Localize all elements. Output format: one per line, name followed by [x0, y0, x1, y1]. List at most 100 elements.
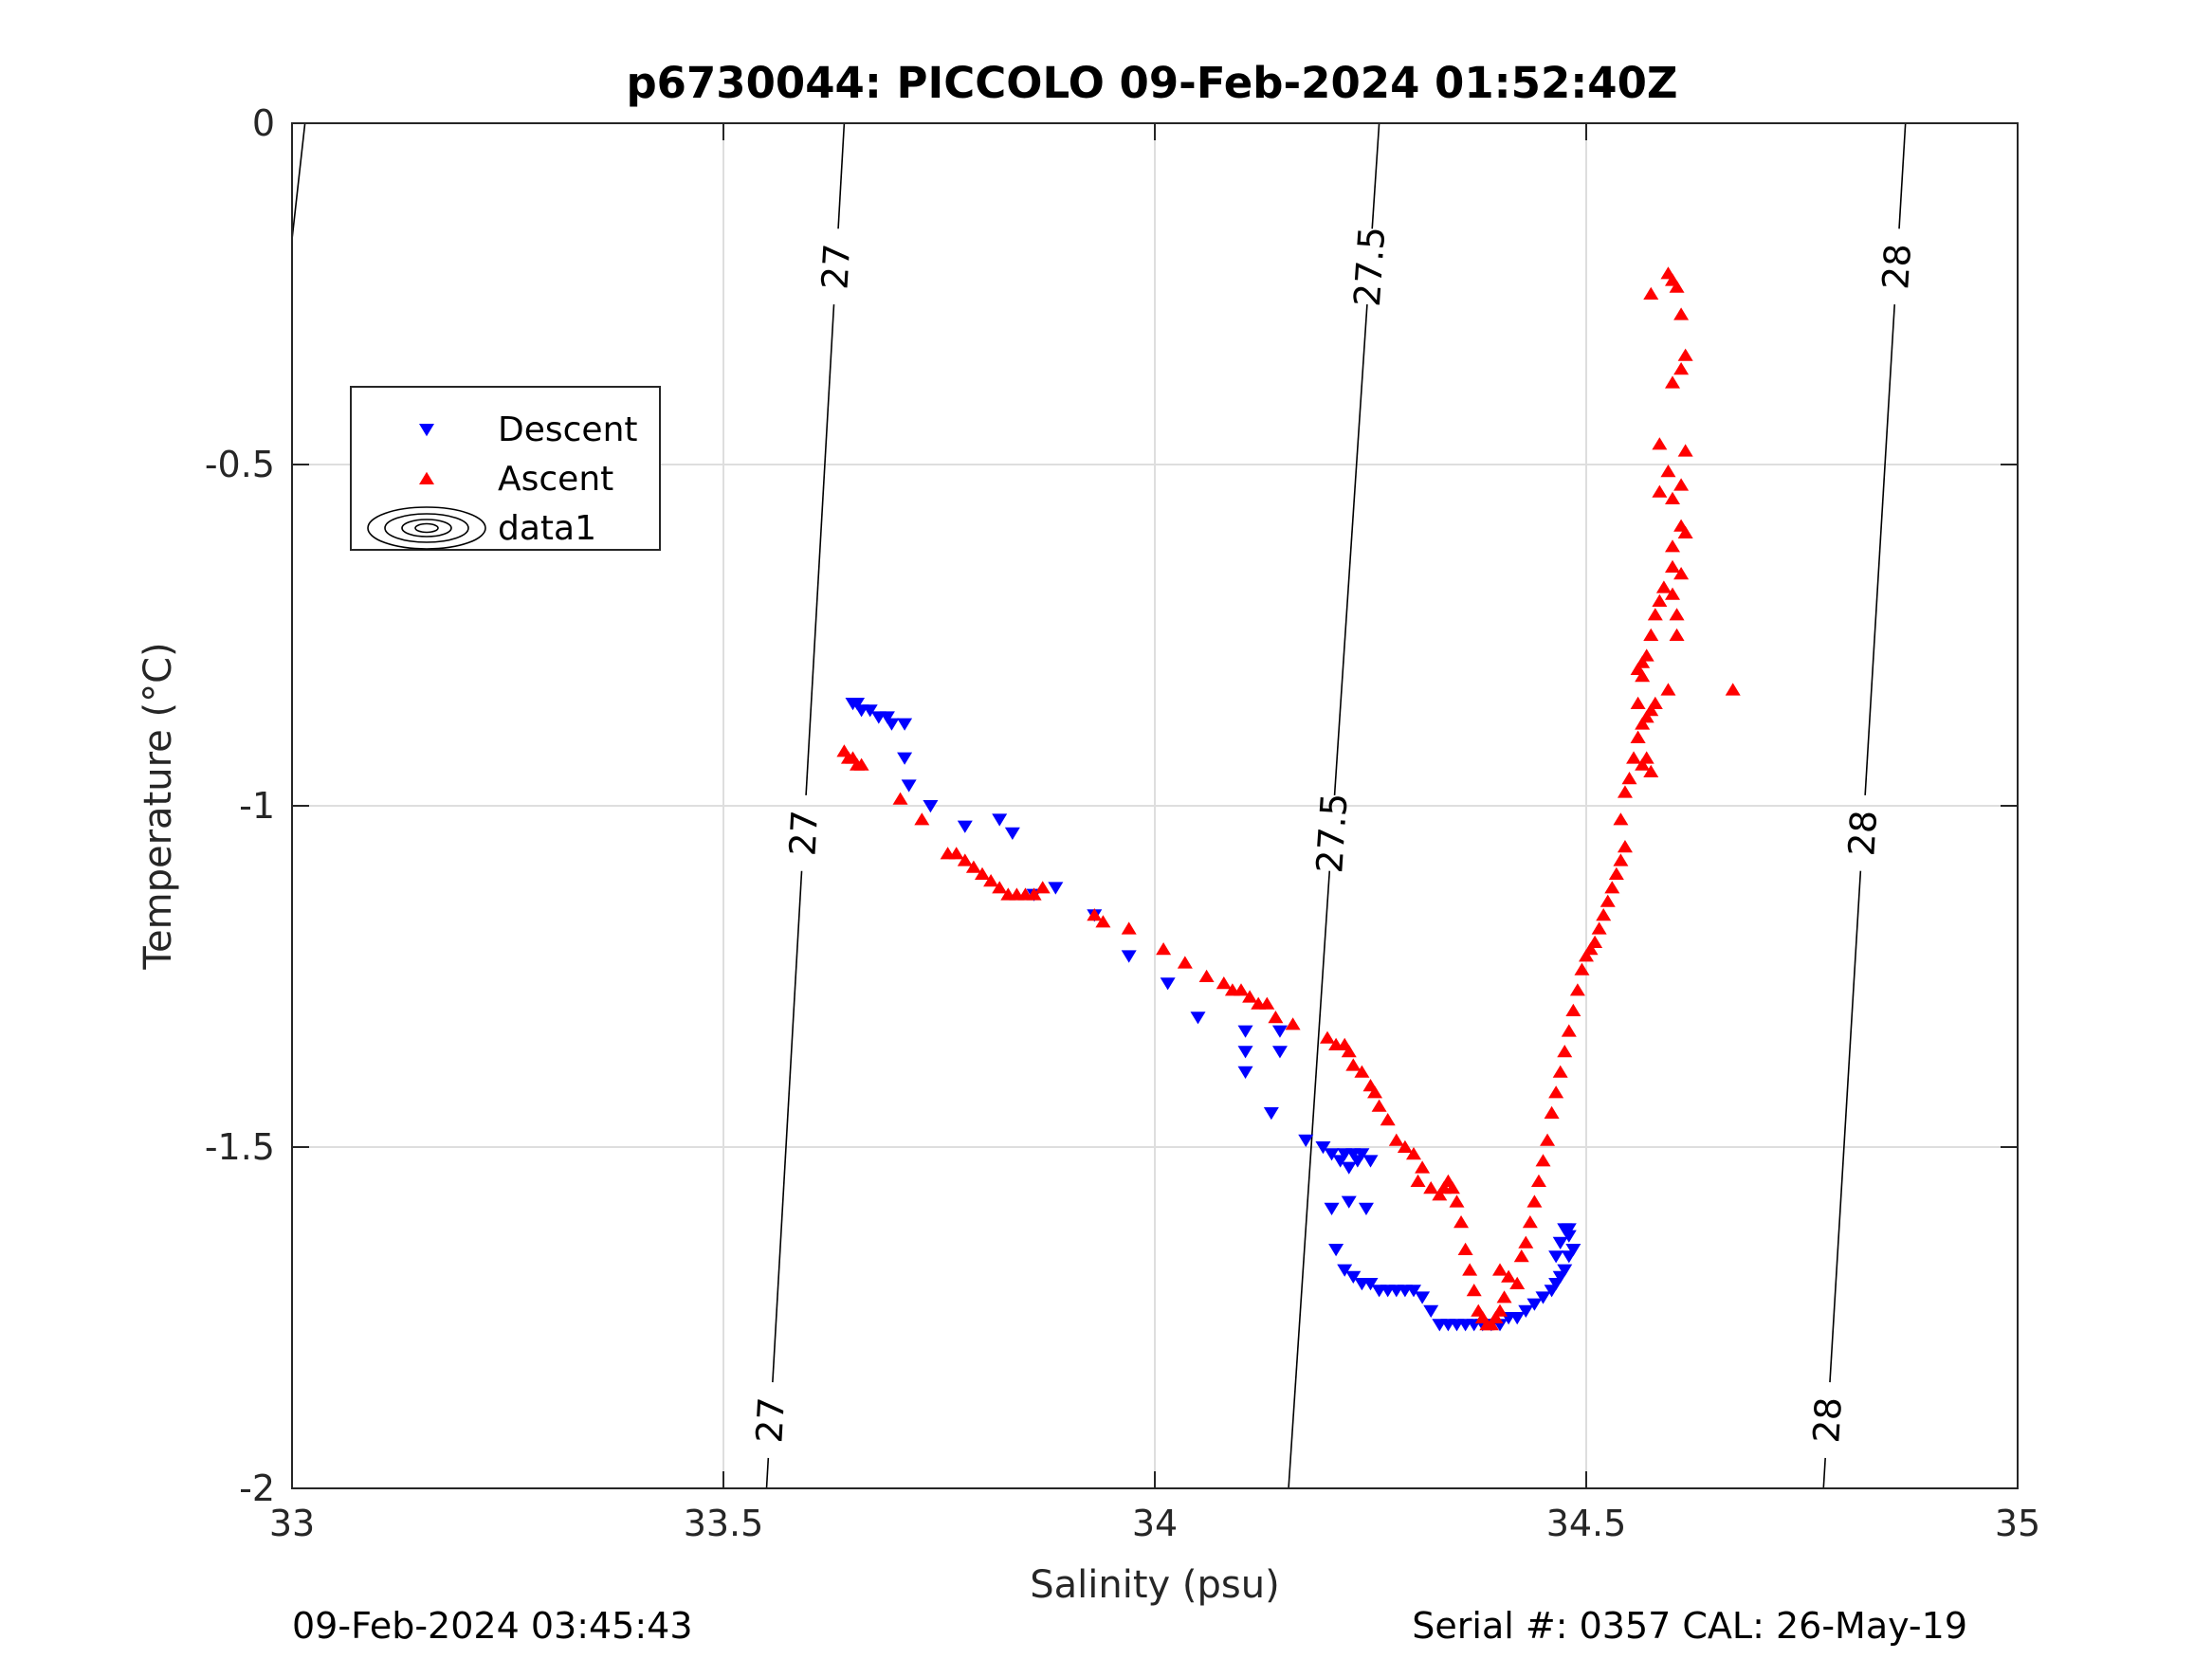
descent-point: [1423, 1304, 1439, 1318]
ascent-point: [1617, 785, 1633, 798]
legend-descent-marker: [419, 424, 434, 437]
legend-label: Ascent: [498, 460, 613, 499]
ascent-point: [1259, 996, 1275, 1010]
y-tick-label: 0: [252, 102, 275, 144]
descent-point: [923, 800, 939, 813]
descent-point: [957, 820, 973, 833]
descent-point: [1337, 1264, 1353, 1277]
x-tick-label: 33: [269, 1503, 315, 1544]
descent-point: [1362, 1155, 1379, 1168]
ascent-point: [1371, 1099, 1387, 1112]
descent-point: [1271, 1025, 1288, 1038]
ascent-point: [1483, 1318, 1499, 1331]
ascent-point: [1630, 662, 1646, 675]
ascent-point: [957, 853, 973, 866]
ascent-point: [853, 757, 869, 771]
contour-line: [1864, 304, 1896, 795]
ascent-point: [1669, 280, 1685, 293]
contour-label: 27: [814, 243, 858, 291]
ascent-point: [1643, 286, 1659, 300]
descent-point: [1354, 1148, 1370, 1161]
ascent-point: [1397, 1139, 1413, 1153]
ascent-point: [1449, 1194, 1465, 1208]
descent-point: [1561, 1223, 1577, 1236]
legend-label: Descent: [498, 410, 638, 449]
ascent-point: [1423, 1181, 1439, 1194]
ascent-point: [1320, 1030, 1335, 1044]
ascent-point: [1643, 764, 1659, 777]
ascent-point: [1432, 1188, 1448, 1201]
legend-items: Descent Ascent data1: [367, 410, 638, 550]
x-axis-label: Salinity (psu): [1030, 1563, 1279, 1607]
ascent-point: [1156, 942, 1172, 956]
ascent-point: [1677, 348, 1693, 361]
ascent-point: [1540, 1133, 1556, 1146]
legend-ascent-marker: [419, 471, 434, 484]
ascent-point: [1635, 669, 1651, 683]
ascent-point: [1596, 908, 1612, 921]
ascent-point: [1526, 1194, 1543, 1208]
descent-point: [1362, 1278, 1379, 1291]
descent-point: [1237, 1025, 1253, 1038]
descent-point: [1557, 1264, 1573, 1277]
ascent-point: [1242, 990, 1258, 1003]
ascent-point: [1677, 525, 1693, 538]
descent-point: [1415, 1291, 1431, 1304]
ascent-point: [1652, 484, 1668, 498]
ascent-point: [1548, 1085, 1564, 1099]
ascent-point: [1565, 1003, 1581, 1016]
ascent-point: [1608, 866, 1624, 880]
ascent-point: [1488, 1310, 1504, 1323]
x-tick-labels: 33 33.5 34 34.5 35: [269, 1503, 2040, 1544]
ascent-point: [1635, 717, 1651, 730]
grid-lines: [292, 123, 2018, 1488]
descent-point: [901, 779, 917, 793]
descent-point: [1548, 1250, 1564, 1264]
y-tick-label: -1: [239, 785, 275, 827]
ascent-point: [1630, 696, 1646, 709]
ascent-point: [1725, 683, 1741, 696]
descent-point: [879, 711, 895, 724]
ascent-point: [1613, 812, 1629, 826]
contour-label: 27.5: [1346, 226, 1394, 308]
ascent-point: [914, 812, 930, 826]
contour-label: 28: [1805, 1396, 1850, 1445]
density-contours: 27 27 27 27.5 27.5 28 28 28: [291, 122, 1919, 1489]
contour-line: [837, 122, 846, 229]
contour-line: [1333, 304, 1368, 795]
ascent-point: [1569, 983, 1585, 996]
descent-point: [1565, 1244, 1581, 1257]
ascent-point: [1522, 1215, 1538, 1229]
ascent-point: [1665, 491, 1680, 504]
ascent-point: [1444, 1181, 1460, 1194]
ascent-point: [1535, 1154, 1551, 1167]
ascent-point: [1652, 437, 1668, 450]
contour-line: [772, 870, 803, 1383]
contour-line: [765, 1457, 770, 1489]
ascent-point: [1655, 580, 1672, 593]
ascent-point: [1591, 921, 1607, 935]
ascent-point: [1415, 1160, 1431, 1174]
ascent-point: [1501, 1269, 1517, 1283]
descent-point: [1298, 1134, 1314, 1147]
descent-point: [992, 813, 1008, 827]
ascent-point: [992, 881, 1008, 894]
legend-box: [350, 386, 661, 551]
ascent-point: [1552, 1065, 1568, 1078]
ascent-point: [1660, 465, 1676, 478]
legend-contour-icon: [367, 506, 486, 550]
y-tick-label: -1.5: [205, 1126, 275, 1168]
descent-point: [1237, 1046, 1253, 1059]
ascent-point: [1345, 1058, 1362, 1071]
descent-point: [1263, 1107, 1279, 1121]
descent-point: [1535, 1291, 1551, 1304]
ascent-point: [1462, 1263, 1478, 1276]
descent-point: [1509, 1312, 1526, 1325]
y-tick-labels: 0 -0.5 -1 -1.5 -2: [205, 102, 275, 1509]
ascent-point: [1268, 1011, 1284, 1024]
ascent-point: [1647, 608, 1663, 621]
ascent-point: [948, 847, 964, 860]
ascent-point: [1466, 1284, 1482, 1297]
ascent-point: [1621, 772, 1637, 785]
descent-point: [1345, 1270, 1362, 1284]
